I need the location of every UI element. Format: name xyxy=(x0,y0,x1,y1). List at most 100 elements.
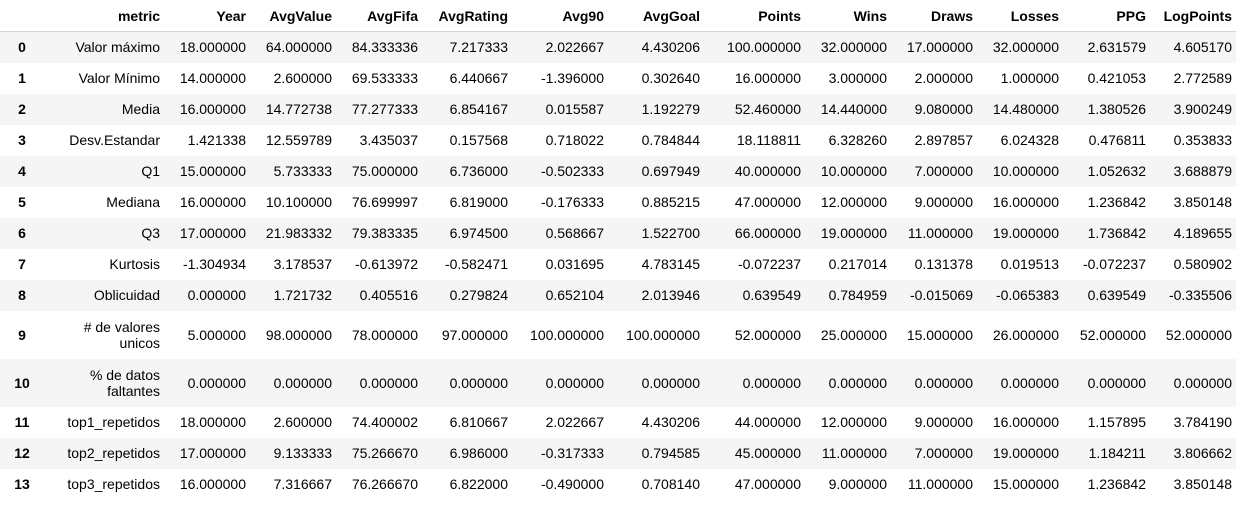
value-cell: 75.000000 xyxy=(351,163,418,179)
value-cell: 7.000000 xyxy=(914,163,973,179)
row-index: 4 xyxy=(18,163,26,179)
value-cell: 12.000000 xyxy=(820,414,887,430)
row-index: 7 xyxy=(18,256,26,272)
value-cell: 0.217014 xyxy=(828,256,887,272)
value-cell: 0.131378 xyxy=(914,256,973,272)
value-cell: 15.000000 xyxy=(179,163,246,179)
table-row: 0 Valor máximo 18.000000 64.000000 84.333336… xyxy=(0,31,1236,63)
value-cell: 0.000000 xyxy=(641,374,700,391)
value-cell: 100.000000 xyxy=(626,326,700,343)
value-cell: 52.000000 xyxy=(1165,326,1232,343)
value-cell: 97.000000 xyxy=(441,326,508,343)
value-cell: 1.522700 xyxy=(641,225,700,241)
value-cell: 4.430206 xyxy=(641,39,700,56)
table-row: 11 top1_repetidos 18.000000 2.600000 74.4000… xyxy=(0,406,1236,438)
value-cell: 16.000000 xyxy=(179,101,246,117)
value-cell: 6.974500 xyxy=(449,225,508,241)
value-cell: 0.718022 xyxy=(545,132,604,148)
value-cell: 9.080000 xyxy=(914,101,973,117)
value-cell: 0.784844 xyxy=(641,132,700,148)
value-cell: -0.065383 xyxy=(995,287,1059,303)
value-cell: 0.476811 xyxy=(1088,132,1146,148)
metric-cell: Mediana xyxy=(106,194,160,210)
value-cell: 14.440000 xyxy=(820,101,887,117)
value-cell: 10.000000 xyxy=(992,163,1059,179)
table-row: 12 top2_repetidos 17.000000 9.133333 75.2666… xyxy=(0,437,1236,469)
value-cell: 6.736000 xyxy=(449,163,508,179)
column-header-points: Points xyxy=(708,0,809,32)
value-cell: 12.000000 xyxy=(820,194,887,210)
value-cell: 84.333336 xyxy=(351,39,418,56)
value-cell: 32.000000 xyxy=(820,39,887,56)
value-cell: 10.100000 xyxy=(265,194,332,210)
value-cell: 100.000000 xyxy=(530,326,604,343)
value-cell: 15.000000 xyxy=(906,326,973,343)
row-index: 1 xyxy=(18,70,26,86)
value-cell: 1.421338 xyxy=(187,132,246,148)
value-cell: 0.000000 xyxy=(187,374,246,391)
value-cell: 0.000000 xyxy=(359,374,418,391)
value-cell: -0.072237 xyxy=(1082,256,1146,272)
value-cell: 2.022667 xyxy=(545,414,604,430)
column-header-wins: Wins xyxy=(809,0,895,32)
value-cell: 14.000000 xyxy=(179,70,246,86)
value-cell: -0.490000 xyxy=(540,476,604,492)
value-cell: 16.000000 xyxy=(179,476,246,492)
value-cell: 16.000000 xyxy=(992,414,1059,430)
value-cell: -0.317333 xyxy=(540,445,604,461)
value-cell: 3.850148 xyxy=(1173,194,1232,210)
column-header-year: Year xyxy=(168,0,254,32)
value-cell: 64.000000 xyxy=(265,39,332,56)
row-index: 2 xyxy=(18,101,26,117)
table-row: 6 Q3 17.000000 21.983332 79.383335 6.974500 0.… xyxy=(0,217,1236,249)
value-cell: 1.052632 xyxy=(1087,163,1146,179)
value-cell: 0.784959 xyxy=(828,287,887,303)
value-cell: 2.631579 xyxy=(1087,39,1146,56)
row-index: 12 xyxy=(14,445,30,461)
value-cell: 4.783145 xyxy=(641,256,700,272)
index-header xyxy=(0,0,44,32)
value-cell: 0.157568 xyxy=(449,132,508,148)
value-cell: -0.502333 xyxy=(540,163,604,179)
value-cell: 47.000000 xyxy=(734,194,801,210)
value-cell: -0.613972 xyxy=(354,256,418,272)
value-cell: -0.335506 xyxy=(1168,287,1232,303)
column-header-avggoal: AvgGoal xyxy=(612,0,708,32)
value-cell: 16.000000 xyxy=(734,70,801,86)
value-cell: 1.157895 xyxy=(1087,414,1146,430)
value-cell: 44.000000 xyxy=(734,414,801,430)
value-cell: 6.328260 xyxy=(828,132,887,148)
value-cell: 18.000000 xyxy=(179,414,246,430)
value-cell: 52.000000 xyxy=(734,326,801,343)
value-cell: 0.000000 xyxy=(1087,374,1146,391)
row-index: 6 xyxy=(18,225,26,241)
value-cell: 0.000000 xyxy=(273,374,332,391)
value-cell: 16.000000 xyxy=(179,194,246,210)
value-cell: 0.000000 xyxy=(1000,374,1059,391)
value-cell: 3.784190 xyxy=(1173,414,1232,430)
metric-cell: top3_repetidos xyxy=(67,476,160,492)
column-header-ppg: PPG xyxy=(1067,0,1154,32)
table-row: 2 Media 16.000000 14.772738 77.277333 6.85416… xyxy=(0,93,1236,125)
value-cell: -0.582471 xyxy=(444,256,508,272)
value-cell: 40.000000 xyxy=(734,163,801,179)
metric-cell: Oblicuidad xyxy=(93,287,160,303)
value-cell: 4.605170 xyxy=(1173,39,1232,56)
value-cell: 6.440667 xyxy=(449,70,508,86)
table-row: 8 Oblicuidad 0.000000 1.721732 0.405516 0.279… xyxy=(0,279,1236,311)
value-cell: 18.000000 xyxy=(179,39,246,56)
value-cell: 2.022667 xyxy=(545,39,604,56)
value-cell: 3.000000 xyxy=(828,70,887,86)
value-cell: 1.192279 xyxy=(641,101,700,117)
column-header-avgvalue: AvgValue xyxy=(254,0,340,32)
value-cell: 19.000000 xyxy=(992,445,1059,461)
value-cell: 0.639549 xyxy=(1087,287,1146,303)
value-cell: 9.000000 xyxy=(828,476,887,492)
value-cell: 76.266670 xyxy=(351,476,418,492)
value-cell: 75.266670 xyxy=(351,445,418,461)
metric-cell: % de datos faltantes xyxy=(89,366,160,399)
value-cell: 0.015587 xyxy=(545,101,604,117)
table-row: 3 Desv.Estandar 1.421338 12.559789 3.435037 0… xyxy=(0,124,1236,156)
value-cell: 11.000000 xyxy=(907,225,973,241)
